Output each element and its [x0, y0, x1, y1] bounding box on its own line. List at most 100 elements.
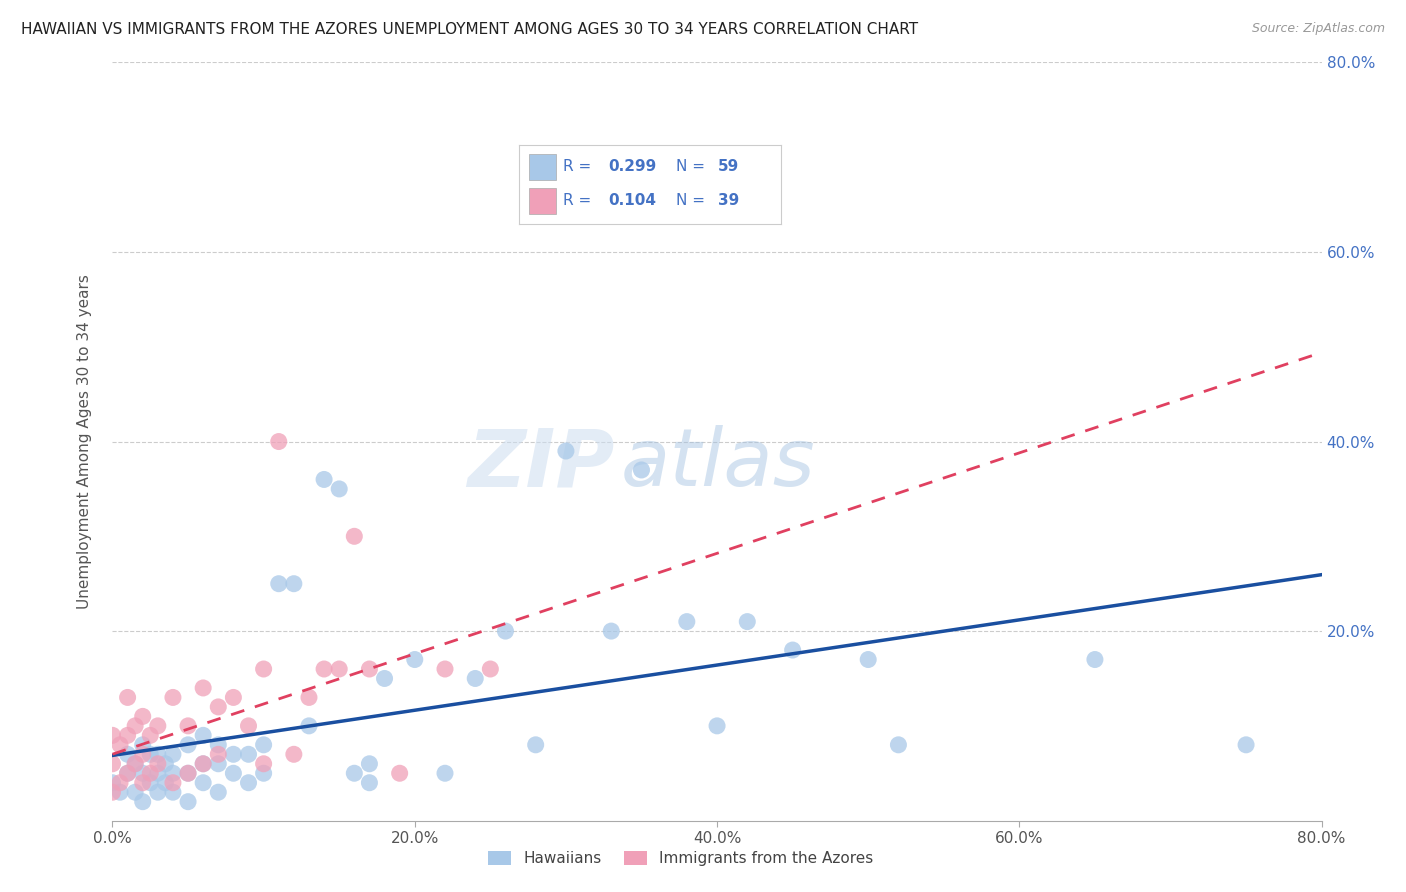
- Point: [132, 738, 155, 752]
- Point: [359, 756, 381, 771]
- Point: [124, 785, 146, 799]
- Point: [132, 709, 155, 723]
- Point: [554, 444, 576, 458]
- Point: [207, 699, 229, 714]
- Point: [146, 747, 169, 762]
- Point: [600, 624, 623, 639]
- Point: [146, 785, 169, 799]
- Point: [524, 738, 547, 752]
- Point: [132, 766, 155, 780]
- Point: [328, 482, 350, 496]
- Text: Source: ZipAtlas.com: Source: ZipAtlas.com: [1251, 22, 1385, 36]
- Point: [283, 747, 305, 762]
- Point: [162, 776, 184, 790]
- Point: [1234, 738, 1257, 752]
- Point: [101, 785, 124, 799]
- Point: [207, 738, 229, 752]
- Point: [101, 776, 124, 790]
- Point: [124, 719, 146, 733]
- Point: [146, 756, 169, 771]
- Point: [267, 576, 290, 591]
- Y-axis label: Unemployment Among Ages 30 to 34 years: Unemployment Among Ages 30 to 34 years: [77, 274, 91, 609]
- Text: R =: R =: [564, 160, 596, 175]
- Point: [253, 766, 276, 780]
- Point: [108, 785, 131, 799]
- Point: [328, 662, 350, 676]
- Point: [856, 652, 880, 666]
- Text: R =: R =: [564, 194, 596, 209]
- Point: [162, 747, 184, 762]
- Text: 0.104: 0.104: [607, 194, 657, 209]
- Point: [132, 776, 155, 790]
- Text: HAWAIIAN VS IMMIGRANTS FROM THE AZORES UNEMPLOYMENT AMONG AGES 30 TO 34 YEARS CO: HAWAIIAN VS IMMIGRANTS FROM THE AZORES U…: [21, 22, 918, 37]
- Point: [117, 728, 139, 742]
- Point: [222, 766, 245, 780]
- Point: [146, 719, 169, 733]
- Point: [108, 738, 131, 752]
- Point: [177, 719, 200, 733]
- Point: [238, 719, 260, 733]
- Point: [706, 719, 728, 733]
- Point: [238, 747, 260, 762]
- Bar: [530, 154, 555, 179]
- Point: [479, 662, 502, 676]
- Point: [124, 756, 146, 771]
- Point: [433, 766, 456, 780]
- Legend: Hawaiians, Immigrants from the Azores: Hawaiians, Immigrants from the Azores: [488, 851, 873, 866]
- Text: atlas: atlas: [620, 425, 815, 503]
- Point: [782, 643, 804, 657]
- Point: [191, 756, 214, 771]
- Point: [146, 766, 169, 780]
- Text: 39: 39: [717, 194, 740, 209]
- Point: [155, 776, 177, 790]
- Point: [359, 776, 381, 790]
- Point: [191, 776, 214, 790]
- Point: [117, 690, 139, 705]
- Point: [374, 672, 396, 686]
- Point: [124, 756, 146, 771]
- Point: [737, 615, 759, 629]
- Point: [177, 795, 200, 809]
- Point: [887, 738, 910, 752]
- Point: [139, 747, 162, 762]
- Text: N =: N =: [676, 194, 710, 209]
- Point: [191, 728, 214, 742]
- Point: [155, 756, 177, 771]
- Point: [117, 766, 139, 780]
- Text: N =: N =: [676, 160, 710, 175]
- Point: [495, 624, 517, 639]
- Point: [630, 463, 652, 477]
- Point: [1084, 652, 1107, 666]
- Point: [433, 662, 456, 676]
- Point: [139, 776, 162, 790]
- Point: [675, 615, 697, 629]
- Point: [464, 672, 486, 686]
- Point: [314, 662, 336, 676]
- Point: [222, 690, 245, 705]
- Point: [253, 738, 276, 752]
- Point: [162, 766, 184, 780]
- Text: 0.299: 0.299: [607, 160, 657, 175]
- Point: [207, 747, 229, 762]
- Point: [139, 766, 162, 780]
- Point: [162, 690, 184, 705]
- Point: [177, 738, 200, 752]
- Point: [177, 766, 200, 780]
- Point: [191, 756, 214, 771]
- Point: [222, 747, 245, 762]
- Point: [314, 473, 336, 487]
- Point: [117, 766, 139, 780]
- Point: [101, 756, 124, 771]
- Point: [108, 776, 131, 790]
- Point: [177, 766, 200, 780]
- Point: [343, 529, 366, 543]
- Point: [253, 662, 276, 676]
- Point: [101, 728, 124, 742]
- Point: [207, 756, 229, 771]
- Point: [404, 652, 426, 666]
- Text: ZIP: ZIP: [467, 425, 614, 503]
- Point: [117, 747, 139, 762]
- Point: [298, 719, 321, 733]
- Point: [343, 766, 366, 780]
- Point: [388, 766, 411, 780]
